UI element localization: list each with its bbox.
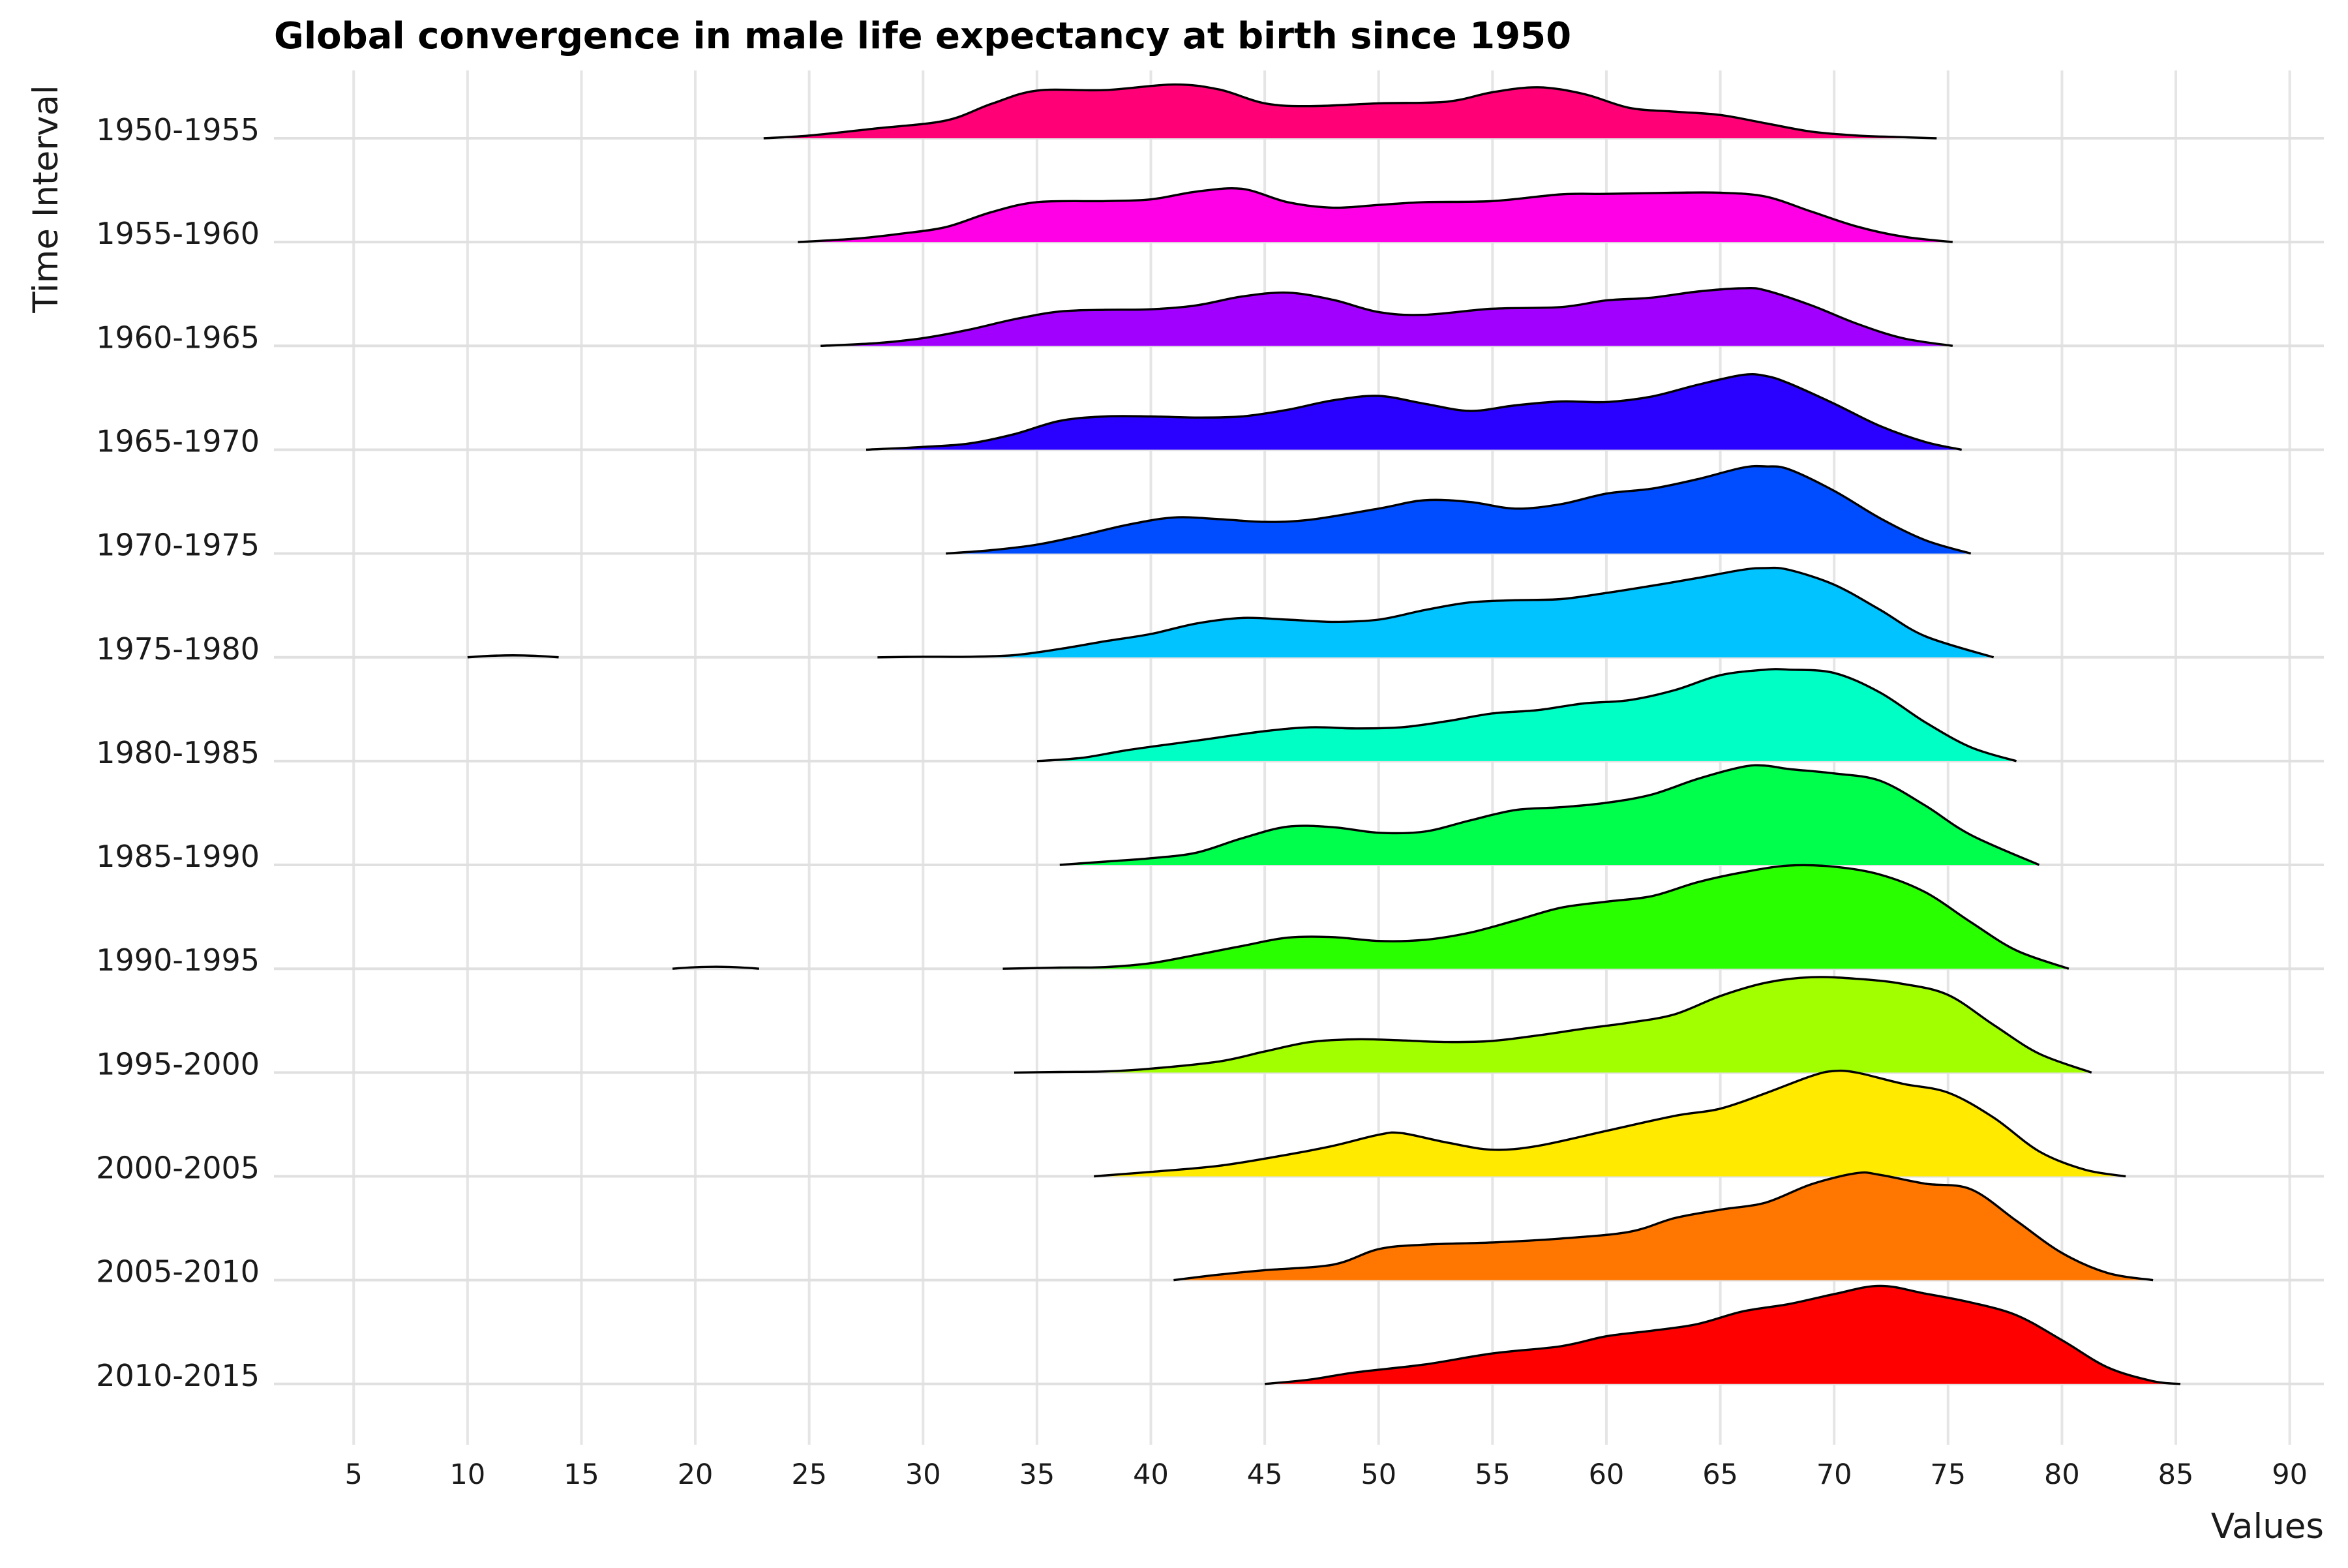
- ridge-1955-1960: [798, 187, 1953, 243]
- ridge-outline: [1014, 976, 2092, 1074]
- x-tick-label: 40: [1133, 1458, 1169, 1491]
- ridge-fill: [798, 188, 1953, 243]
- x-tick-label: 80: [2044, 1458, 2080, 1491]
- y-tick-label: 1965-1970: [96, 423, 260, 459]
- ridge-outline: [865, 372, 1963, 451]
- x-tick-label: 50: [1361, 1458, 1396, 1491]
- ridge-outline: [1002, 864, 2070, 970]
- ridge-1950-1955: [763, 83, 1937, 140]
- x-tick-label: 65: [1702, 1458, 1738, 1491]
- ridge-2005-2010: [1173, 1171, 2154, 1282]
- x-tick-label: 90: [2272, 1458, 2308, 1491]
- ridge-fill: [1059, 765, 2039, 866]
- ridge-outline: [1094, 1069, 2126, 1178]
- ridge-fill: [1173, 1172, 2154, 1280]
- ridge-1965-1970: [865, 372, 1963, 451]
- x-tick-labels: 5 10 15 20 25 30 35 40 45 50 55 60 65 70 75 80 85 90: [345, 1458, 2308, 1491]
- x-tick-label: 60: [1589, 1458, 1625, 1491]
- y-tick-label: 1980-1985: [96, 735, 260, 770]
- ridge-fill: [946, 466, 1971, 554]
- ridge-outline: [1264, 1284, 2181, 1385]
- x-tick-label: 25: [791, 1458, 827, 1491]
- y-tick-label: 1995-2000: [96, 1046, 260, 1081]
- x-tick-label: 35: [1019, 1458, 1055, 1491]
- ridge-fill: [1265, 1286, 2180, 1384]
- ridge-outline: [1173, 1171, 2154, 1282]
- y-tick-label: 1955-1960: [96, 216, 260, 251]
- x-tick-label: 10: [449, 1458, 485, 1491]
- outlier-blips: [467, 654, 759, 970]
- ridge-outline: [763, 83, 1937, 140]
- ridge-outline: [820, 286, 1953, 347]
- x-axis-title: Values: [2211, 1507, 2324, 1546]
- y-tick-label: 1970-1975: [96, 528, 260, 563]
- y-tick-label: 1975-1980: [96, 631, 260, 667]
- y-tick-label: 1960-1965: [96, 320, 260, 355]
- x-tick-label: 55: [1475, 1458, 1511, 1491]
- x-tick-label: 85: [2158, 1458, 2194, 1491]
- y-tick-label: 1985-1990: [96, 839, 260, 874]
- x-tick-label: 5: [345, 1458, 363, 1491]
- y-tick-label: 1950-1955: [96, 112, 260, 147]
- ridge-2010-2015: [1264, 1284, 2181, 1385]
- y-axis-title: Time Interval: [26, 85, 66, 314]
- ridge-fill: [763, 84, 1937, 138]
- y-tick-label: 1990-1995: [96, 942, 260, 978]
- ridge-2000-2005: [1094, 1069, 2126, 1178]
- ridge-outline: [798, 187, 1953, 243]
- chart-title: Global convergence in male life expectan…: [274, 15, 1571, 57]
- ridge-fill: [1002, 865, 2069, 969]
- ridge-outline: [946, 464, 1972, 555]
- x-tick-label: 15: [564, 1458, 599, 1491]
- x-tick-label: 30: [905, 1458, 941, 1491]
- ridge-fill: [1014, 976, 2092, 1073]
- y-tick-label: 2000-2005: [96, 1151, 260, 1186]
- outlier-blip: [672, 965, 759, 970]
- x-tick-label: 75: [1930, 1458, 1966, 1491]
- y-tick-label: 2005-2010: [96, 1254, 260, 1289]
- ridge-fill: [1094, 1070, 2126, 1177]
- ridge-1970-1975: [946, 464, 1972, 555]
- y-tick-label: 2010-2015: [96, 1358, 260, 1393]
- ridge-1995-2000: [1014, 976, 2092, 1074]
- outlier-blip: [467, 654, 559, 659]
- ridge-outline: [1059, 764, 2040, 866]
- y-tick-labels: 1950-1955 1955-1960 1960-1965 1965-1970 1970…: [96, 112, 260, 1393]
- ridge-outline: [877, 566, 1994, 659]
- ridge-fill: [877, 567, 1994, 657]
- x-tick-label: 45: [1247, 1458, 1283, 1491]
- ridge-fill: [1036, 669, 2017, 761]
- ridge-outline: [1036, 668, 2017, 762]
- ridge-1990-1995: [1002, 864, 2070, 970]
- ridge-1980-1985: [1036, 668, 2017, 762]
- x-tick-label: 20: [678, 1458, 714, 1491]
- ridge-fill: [866, 374, 1962, 450]
- ridge-1960-1965: [820, 286, 1953, 347]
- ridge-1975-1980: [877, 566, 1994, 659]
- ridge-fill: [820, 288, 1953, 346]
- x-tick-label: 70: [1816, 1458, 1852, 1491]
- density-ridges: [763, 83, 2181, 1385]
- ridge-1985-1990: [1059, 764, 2040, 866]
